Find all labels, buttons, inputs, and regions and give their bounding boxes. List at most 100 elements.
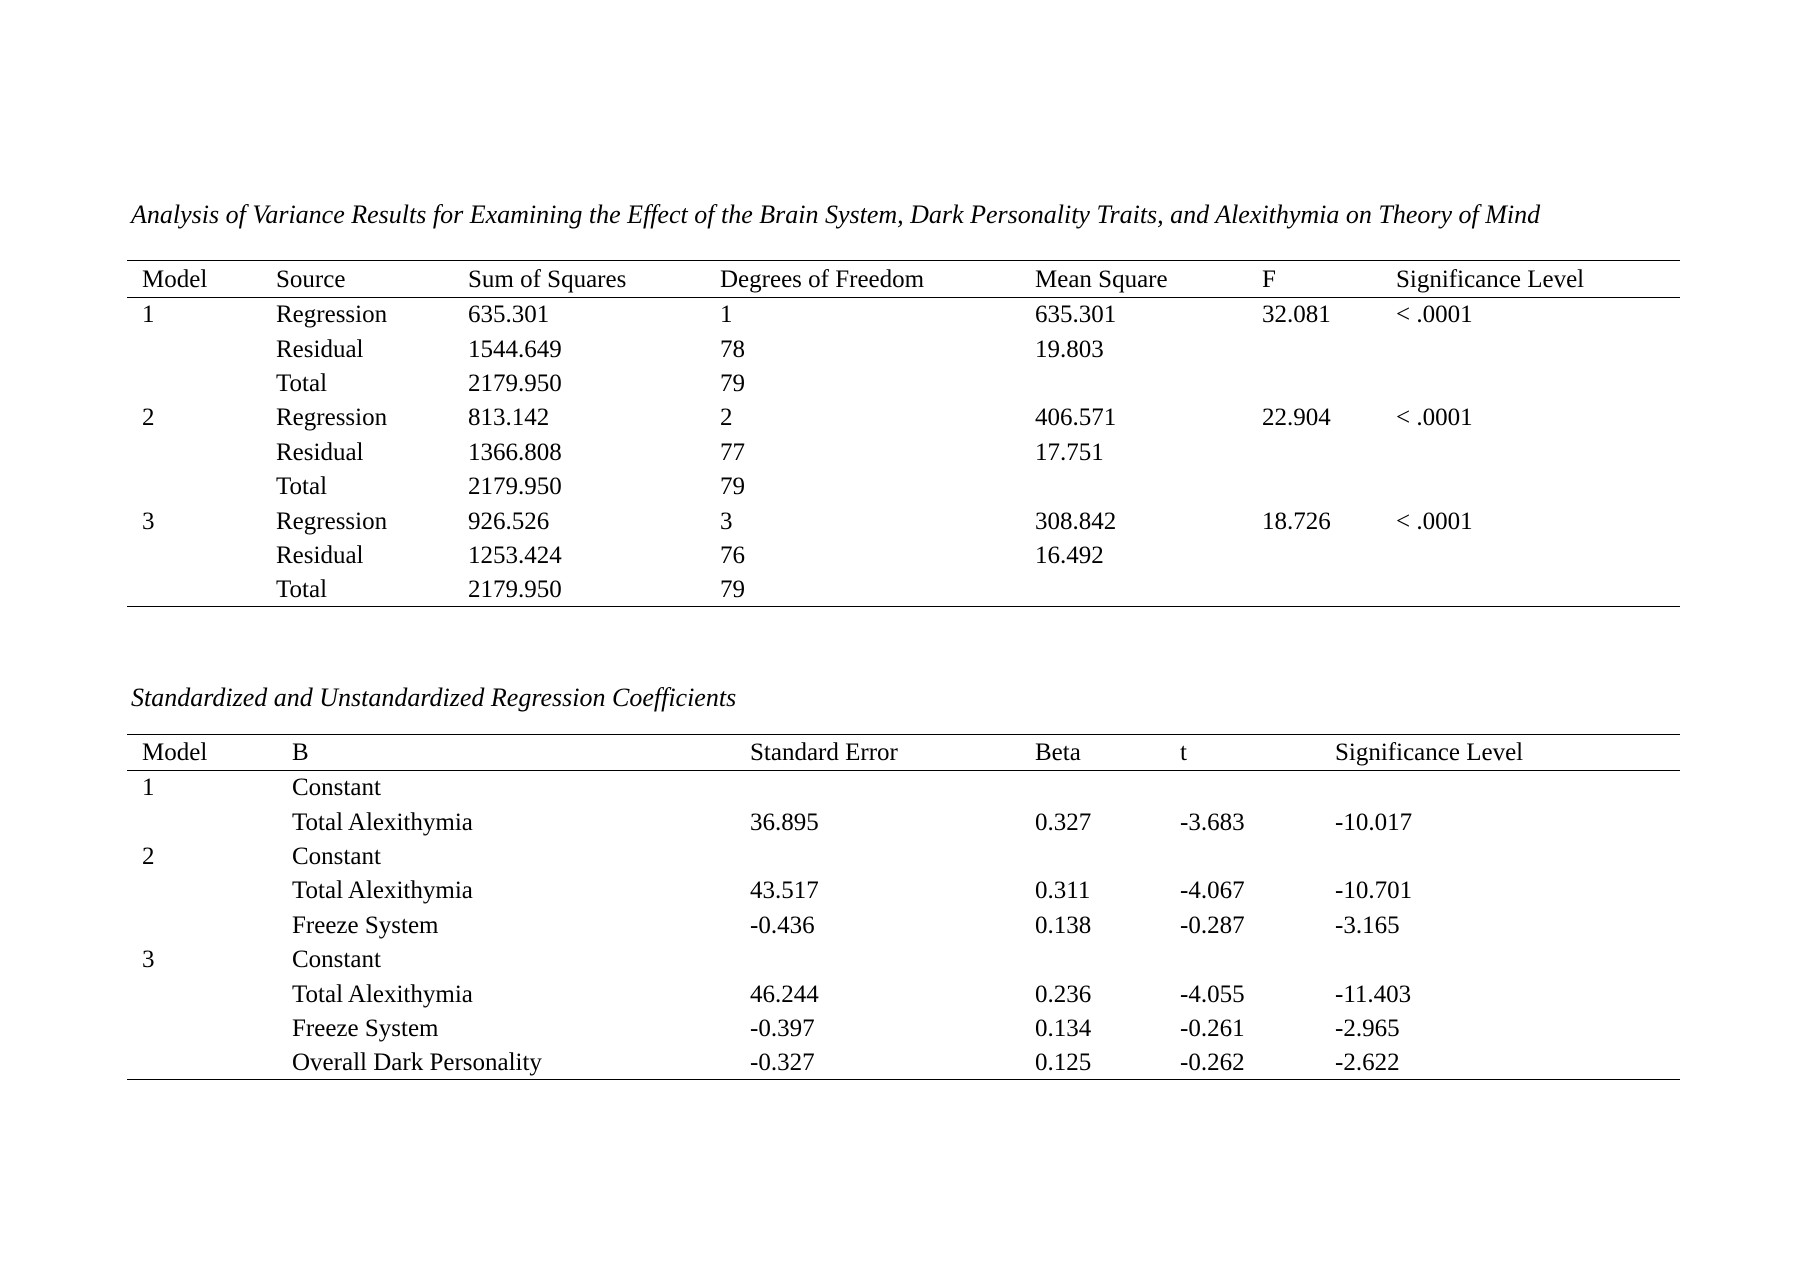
cell-degrees-of-freedom: 78 (720, 335, 745, 363)
column-header-standard-error: Standard Error (750, 739, 898, 766)
cell-sum-of-squares: 1253.424 (468, 541, 562, 569)
column-header-b: B (292, 739, 309, 766)
cell-significance-level: < .0001 (1396, 404, 1473, 432)
cell-degrees-of-freedom: 76 (720, 541, 745, 569)
cell-b: Constant (292, 774, 381, 802)
cell-degrees-of-freedom: 77 (720, 438, 745, 466)
column-header-significance-level: Significance Level (1396, 266, 1585, 293)
coefficients-table: Model B Standard Error Beta t Significan… (127, 734, 1680, 1080)
cell-significance-level: -2.965 (1335, 1014, 1400, 1042)
cell-standard-error: 36.895 (750, 808, 819, 836)
cell-significance-level: -10.017 (1335, 808, 1413, 836)
table-row: Residual 1366.808 77 17.751 (127, 436, 1680, 470)
cell-degrees-of-freedom: 79 (720, 369, 745, 397)
cell-source: Residual (276, 541, 364, 569)
column-header-model: Model (142, 266, 208, 293)
cell-sum-of-squares: 1544.649 (468, 335, 562, 363)
cell-b: Freeze System (292, 911, 439, 939)
cell-sum-of-squares: 926.526 (468, 507, 550, 535)
cell-t: -4.067 (1180, 877, 1245, 905)
cell-source: Regression (276, 507, 388, 535)
coefficients-table-body: 1 Constant Total Alexithymia 36.895 0.327 -3.… (127, 771, 1680, 1081)
cell-significance-level: < .0001 (1396, 507, 1473, 535)
cell-beta: 0.236 (1035, 980, 1092, 1008)
table-row: Total 2179.950 79 (127, 470, 1680, 504)
cell-source: Residual (276, 335, 364, 363)
table-row: Total Alexithymia 43.517 0.311 -4.067 -10.70… (127, 874, 1680, 908)
cell-b: Overall Dark Personality (292, 1049, 542, 1077)
cell-t: -0.262 (1180, 1049, 1245, 1077)
cell-beta: 0.327 (1035, 808, 1092, 836)
coefficients-table-header-row: Model B Standard Error Beta t Significan… (127, 735, 1680, 771)
column-header-beta: Beta (1035, 739, 1081, 766)
cell-standard-error: 43.517 (750, 877, 819, 905)
table-row: Residual 1544.649 78 19.803 (127, 332, 1680, 366)
cell-sum-of-squares: 2179.950 (468, 576, 562, 604)
cell-significance-level: -10.701 (1335, 877, 1413, 905)
anova-table-title: Analysis of Variance Results for Examini… (131, 200, 1541, 229)
table-row: Residual 1253.424 76 16.492 (127, 539, 1680, 573)
cell-sum-of-squares: 2179.950 (468, 473, 562, 501)
cell-source: Total (276, 369, 328, 397)
cell-source: Total (276, 473, 328, 501)
cell-standard-error: -0.327 (750, 1049, 815, 1077)
cell-source: Regression (276, 404, 388, 432)
column-header-f: F (1262, 266, 1276, 293)
cell-t: -0.261 (1180, 1014, 1245, 1042)
table-row: Total Alexithymia 36.895 0.327 -3.683 -10.01… (127, 805, 1680, 839)
cell-degrees-of-freedom: 3 (720, 507, 733, 535)
cell-t: -3.683 (1180, 808, 1245, 836)
cell-sum-of-squares: 1366.808 (468, 438, 562, 466)
anova-table: Model Source Sum of Squares Degrees of F… (127, 260, 1680, 607)
cell-b: Total Alexithymia (292, 980, 473, 1008)
cell-standard-error: -0.436 (750, 911, 815, 939)
cell-model: 2 (142, 404, 155, 432)
cell-b: Constant (292, 842, 381, 870)
table-row: 3 Regression 926.526 3 308.842 18.726 < .0001 (127, 504, 1680, 538)
cell-b: Constant (292, 946, 381, 974)
cell-sum-of-squares: 635.301 (468, 301, 550, 329)
cell-beta: 0.311 (1035, 877, 1091, 905)
table-row: 3 Constant (127, 943, 1680, 977)
cell-source: Regression (276, 301, 388, 329)
anova-table-body: 1 Regression 635.301 1 635.301 32.081 < .0001 R… (127, 298, 1680, 608)
table-row: Freeze System -0.436 0.138 -0.287 -3.165 (127, 909, 1680, 943)
cell-model: 1 (142, 301, 155, 329)
column-header-degrees-of-freedom: Degrees of Freedom (720, 266, 925, 293)
cell-beta: 0.134 (1035, 1014, 1092, 1042)
cell-model: 3 (142, 946, 155, 974)
cell-significance-level: -11.403 (1335, 980, 1412, 1008)
cell-degrees-of-freedom: 79 (720, 576, 745, 604)
cell-f: 22.904 (1262, 404, 1331, 432)
cell-standard-error: -0.397 (750, 1014, 815, 1042)
cell-mean-square: 635.301 (1035, 301, 1117, 329)
column-header-t: t (1180, 739, 1187, 766)
column-header-significance-level: Significance Level (1335, 739, 1524, 766)
column-header-sum-of-squares: Sum of Squares (468, 266, 627, 293)
table-row: Overall Dark Personality -0.327 0.125 -0.26… (127, 1046, 1680, 1080)
cell-significance-level: -2.622 (1335, 1049, 1400, 1077)
cell-model: 1 (142, 774, 155, 802)
cell-source: Residual (276, 438, 364, 466)
cell-mean-square: 17.751 (1035, 438, 1104, 466)
table-row: 2 Regression 813.142 2 406.571 22.904 < .0001 (127, 401, 1680, 435)
cell-model: 3 (142, 507, 155, 535)
cell-degrees-of-freedom: 79 (720, 473, 745, 501)
cell-t: -4.055 (1180, 980, 1245, 1008)
cell-significance-level: < .0001 (1396, 301, 1473, 329)
cell-beta: 0.125 (1035, 1049, 1092, 1077)
cell-significance-level: -3.165 (1335, 911, 1400, 939)
cell-b: Freeze System (292, 1014, 439, 1042)
cell-mean-square: 406.571 (1035, 404, 1117, 432)
cell-degrees-of-freedom: 1 (720, 301, 733, 329)
table-row: Total 2179.950 79 (127, 367, 1680, 401)
table-row: Freeze System -0.397 0.134 -0.261 -2.965 (127, 1012, 1680, 1046)
cell-mean-square: 16.492 (1035, 541, 1104, 569)
coefficients-table-title: Standardized and Unstandardized Regressi… (131, 683, 737, 712)
column-header-source: Source (276, 266, 346, 293)
table-row: Total 2179.950 79 (127, 573, 1680, 607)
cell-b: Total Alexithymia (292, 877, 473, 905)
column-header-mean-square: Mean Square (1035, 266, 1168, 293)
cell-sum-of-squares: 813.142 (468, 404, 550, 432)
table-row: 2 Constant (127, 840, 1680, 874)
